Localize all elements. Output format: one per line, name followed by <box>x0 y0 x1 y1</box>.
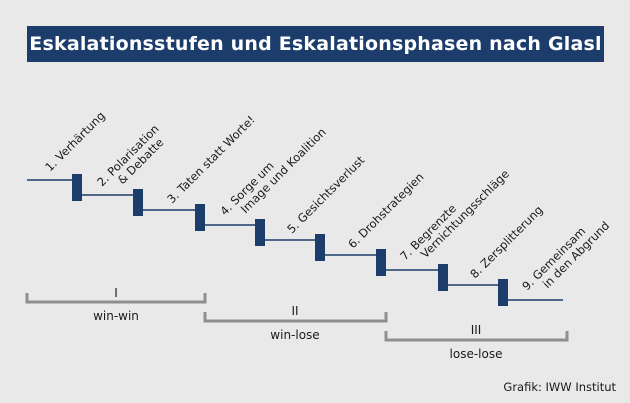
step-marker-2 <box>133 189 143 216</box>
step-marker-8 <box>498 279 508 306</box>
stage-label-2: 2. Polarisation & Debatte <box>94 122 166 189</box>
svg-text:1. Verhärtung: 1. Verhärtung <box>42 109 108 175</box>
step-marker-5 <box>315 234 325 261</box>
phase-2-label: win-lose <box>270 328 319 342</box>
phase-3-numeral: III <box>471 323 482 337</box>
step-marker-3 <box>195 204 205 231</box>
step-marker-1 <box>72 174 82 201</box>
phase-3-bracket <box>384 331 569 342</box>
phase-1-bracket <box>25 293 207 304</box>
staircase-line <box>27 179 563 301</box>
phase-3-label: lose-lose <box>450 347 503 361</box>
credit-text: Grafik: IWW Institut <box>503 380 616 394</box>
phase-1-label: win-win <box>93 309 139 323</box>
diagram-title: Eskalationsstufen und Eskalationsphasen … <box>27 26 604 62</box>
stage-label-1: 1. Verhärtung <box>42 109 108 175</box>
phase-2-numeral: II <box>291 304 298 318</box>
phase-2-bracket <box>203 312 388 323</box>
phase-1-numeral: I <box>114 286 118 300</box>
step-marker-7 <box>438 264 448 291</box>
step-marker-6 <box>376 249 386 276</box>
step-marker-4 <box>255 219 265 246</box>
